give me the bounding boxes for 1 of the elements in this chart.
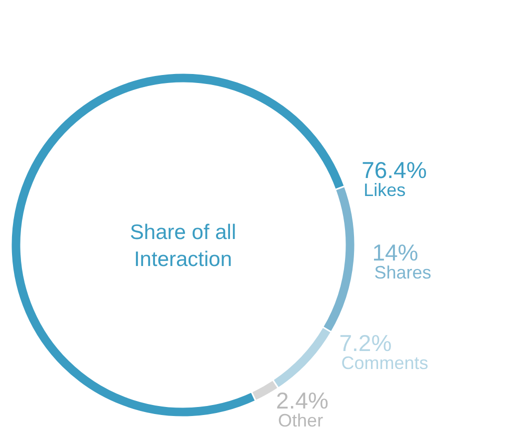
text: Share of all Interaction <box>130 221 236 271</box>
